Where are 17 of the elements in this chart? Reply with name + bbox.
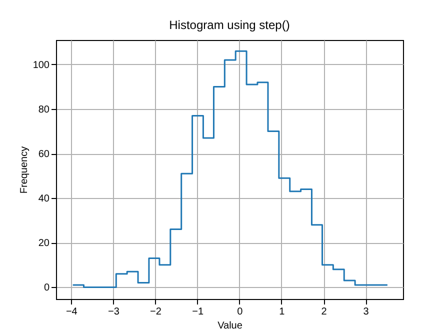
y-tick-label: 60: [38, 149, 50, 160]
y-tick-label: 0: [44, 282, 50, 294]
x-tick-label: 2: [321, 306, 328, 318]
x-tick-label: −1: [192, 306, 204, 318]
y-tick-label: 80: [38, 104, 50, 116]
x-tick-label: −4: [66, 306, 78, 318]
x-tick-label: −3: [108, 306, 120, 318]
chart-title: Histogram using step(): [169, 18, 290, 32]
x-tick-label: −2: [150, 306, 162, 318]
x-tick-label: 3: [363, 306, 370, 318]
y-tick-label: 100: [32, 60, 50, 71]
y-tick-label: 40: [38, 194, 50, 205]
x-tick-label: 1: [279, 306, 286, 318]
x-tick-label: 0: [237, 306, 244, 318]
y-axis-title: Frequency: [18, 146, 30, 194]
y-tick-label: 20: [38, 238, 50, 250]
x-axis-title: Value: [218, 320, 243, 332]
